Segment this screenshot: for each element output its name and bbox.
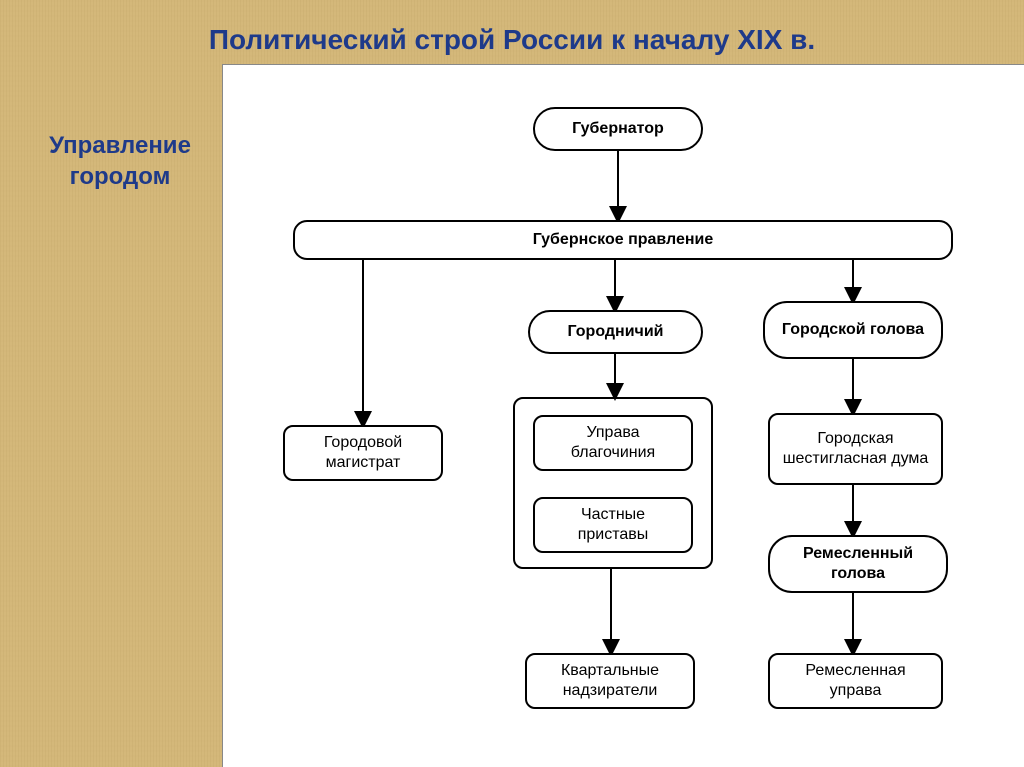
node-label: Частные приставы (547, 505, 679, 545)
node-chastnye-pristavy: Частные приставы (533, 497, 693, 553)
node-label: Городской голова (782, 320, 924, 340)
node-remeslennyy-golova: Ремесленный голова (768, 535, 948, 593)
node-label: Управа благочиния (547, 423, 679, 463)
page-subtitle: Управление городом (25, 130, 215, 192)
node-remeslennaya-uprava: Ремесленная управа (768, 653, 943, 709)
node-label: Ремесленная управа (782, 661, 929, 701)
node-gubernator: Губернатор (533, 107, 703, 151)
node-gorodovoy-magistrat: Городовой магистрат (283, 425, 443, 481)
node-uprava-blagochiniya: Управа благочиния (533, 415, 693, 471)
node-label: Городничий (568, 322, 664, 342)
node-label: Городская шестигласная дума (782, 429, 929, 469)
node-label: Городовой магистрат (297, 433, 429, 473)
node-shestiglasnaya-duma: Городская шестигласная дума (768, 413, 943, 485)
node-label: Губернатор (572, 119, 664, 139)
node-gubernskoe-pravlenie: Губернское правление (293, 220, 953, 260)
page-title: Политический строй России к началу XIX в… (0, 0, 1024, 66)
node-gorodskoy-golova: Городской голова (763, 301, 943, 359)
node-kvartalnye-nadzirateli: Квартальные надзиратели (525, 653, 695, 709)
node-label: Ремесленный голова (782, 544, 934, 584)
node-label: Квартальные надзиратели (539, 661, 681, 701)
node-gorodnichiy: Городничий (528, 310, 703, 354)
diagram-panel: Губернатор Губернское правление Городнич… (222, 64, 1024, 767)
node-label: Губернское правление (533, 230, 714, 250)
